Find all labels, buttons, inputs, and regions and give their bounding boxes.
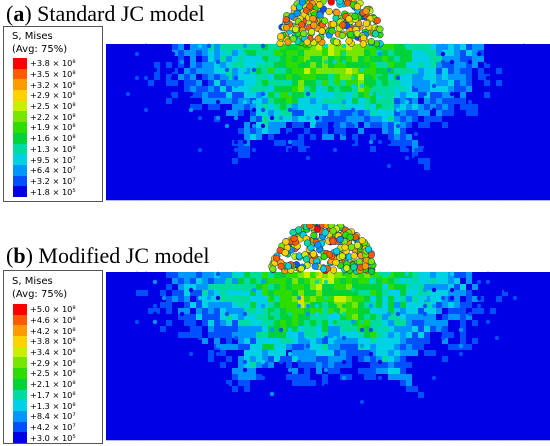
legend-label: +5.0 × 10⁸ xyxy=(30,304,76,315)
legend-entry: +3.5 × 10⁸ xyxy=(13,68,103,80)
legend-swatch xyxy=(13,111,27,123)
legend-entry: +2.2 × 10⁸ xyxy=(13,111,103,123)
panel-b-title: (b) Modified JC model xyxy=(6,243,210,268)
legend-label: +2.1 × 10⁸ xyxy=(30,379,76,390)
legend-label: +1.8 × 10⁵ xyxy=(30,186,76,197)
legend-b: S, Mises (Avg: 75%) +5.0 × 10⁸ +4.6 × 10… xyxy=(3,270,103,444)
legend-label: +8.4 × 10⁷ xyxy=(30,411,76,422)
legend-a-title: S, Mises (Avg: 75%) xyxy=(12,31,68,55)
legend-label: +3.5 × 10⁸ xyxy=(30,69,76,80)
panel-a-title: (a) Standard JC model xyxy=(6,1,205,26)
stress-contour-plot-b xyxy=(106,224,550,441)
panel-b: (b) Modified JC model S, Mises (Avg: 75%… xyxy=(0,224,550,446)
legend-entry: +5.0 × 10⁸ xyxy=(13,304,103,315)
legend-entry: +1.8 × 10⁵ xyxy=(13,186,103,197)
legend-entry: +1.6 × 10⁸ xyxy=(13,132,103,144)
legend-entry: +2.9 × 10⁸ xyxy=(13,90,103,101)
legend-label: +1.7 × 10⁸ xyxy=(30,389,76,400)
legend-entry: +2.5 × 10⁸ xyxy=(13,368,103,379)
legend-entry: +3.8 × 10⁸ xyxy=(13,58,103,69)
panel-b-caption: Modified JC model xyxy=(38,243,210,268)
legend-entry: +1.9 × 10⁸ xyxy=(13,122,103,133)
legend-entry: +2.5 × 10⁸ xyxy=(13,100,103,112)
legend-label: +9.5 × 10⁷ xyxy=(30,154,76,165)
legend-swatch xyxy=(13,357,27,369)
legend-entry: +6.4 × 10⁷ xyxy=(13,164,103,176)
legend-entry: +9.5 × 10⁷ xyxy=(13,154,103,165)
panel-b-letter: b xyxy=(13,243,26,268)
legend-label: +3.8 × 10⁸ xyxy=(30,58,76,69)
legend-swatch xyxy=(13,314,27,326)
legend-swatch xyxy=(13,154,27,165)
legend-swatch xyxy=(13,175,27,187)
legend-label: +4.6 × 10⁸ xyxy=(30,315,76,326)
legend-label: +3.4 × 10⁸ xyxy=(30,347,76,358)
legend-entry: +3.2 × 10⁸ xyxy=(13,79,103,91)
legend-swatch xyxy=(13,79,27,91)
legend-entry: +1.3 × 10⁸ xyxy=(13,400,103,411)
legend-swatch xyxy=(13,389,27,401)
legend-label: +2.5 × 10⁸ xyxy=(30,368,76,379)
stress-contour-plot-a xyxy=(106,0,550,201)
legend-label: +1.3 × 10⁸ xyxy=(30,143,76,154)
legend-entry: +1.3 × 10⁸ xyxy=(13,143,103,155)
legend-entry: +2.9 × 10⁸ xyxy=(13,357,103,369)
legend-label: +1.3 × 10⁸ xyxy=(30,400,76,411)
legend-entry: +2.1 × 10⁸ xyxy=(13,378,103,390)
panel-a-caption: Standard JC model xyxy=(37,1,205,26)
legend-label: +2.2 × 10⁸ xyxy=(30,111,76,122)
legend-label: +1.6 × 10⁸ xyxy=(30,133,76,144)
legend-swatch xyxy=(13,336,27,347)
legend-entry: +3.4 × 10⁸ xyxy=(13,346,103,358)
legend-swatch xyxy=(13,421,27,433)
legend-swatch xyxy=(13,58,27,69)
legend-swatch xyxy=(13,186,27,197)
legend-swatch xyxy=(13,325,27,337)
legend-entry: +4.2 × 10⁷ xyxy=(13,421,103,433)
legend-entry: +3.2 × 10⁷ xyxy=(13,175,103,187)
legend-a-scale: +3.8 × 10⁸ +3.5 × 10⁸ +3.2 × 10⁸ +2.9 × … xyxy=(13,58,103,197)
legend-swatch xyxy=(13,400,27,411)
legend-label: +3.8 × 10⁸ xyxy=(30,336,76,347)
legend-swatch xyxy=(13,368,27,379)
legend-swatch xyxy=(13,432,27,443)
panel-a: (a) Standard JC model S, Mises (Avg: 75%… xyxy=(0,0,550,210)
legend-swatch xyxy=(13,68,27,80)
legend-swatch xyxy=(13,143,27,155)
legend-b-scale: +5.0 × 10⁸ +4.6 × 10⁸ +4.2 × 10⁸ +3.8 × … xyxy=(13,304,103,443)
legend-entry: +8.4 × 10⁷ xyxy=(13,410,103,422)
legend-label: +2.5 × 10⁸ xyxy=(30,101,76,112)
legend-swatch xyxy=(13,132,27,144)
legend-label: +1.9 × 10⁸ xyxy=(30,122,76,133)
legend-swatch xyxy=(13,410,27,422)
legend-label: +6.4 × 10⁷ xyxy=(30,165,76,176)
legend-label: +3.2 × 10⁷ xyxy=(30,175,76,186)
legend-swatch xyxy=(13,304,27,315)
legend-b-title: S, Mises (Avg: 75%) xyxy=(12,276,68,300)
panel-a-letter: a xyxy=(13,1,25,26)
legend-entry: +3.8 × 10⁸ xyxy=(13,336,103,347)
legend-label: +4.2 × 10⁸ xyxy=(30,325,76,336)
legend-label: +2.9 × 10⁸ xyxy=(30,90,76,101)
legend-swatch xyxy=(13,122,27,133)
legend-swatch xyxy=(13,378,27,390)
legend-label: +4.2 × 10⁷ xyxy=(30,421,76,432)
legend-swatch xyxy=(13,100,27,112)
legend-swatch xyxy=(13,346,27,358)
legend-label: +2.9 × 10⁸ xyxy=(30,357,76,368)
legend-entry: +4.6 × 10⁸ xyxy=(13,314,103,326)
legend-a: S, Mises (Avg: 75%) +3.8 × 10⁸ +3.5 × 10… xyxy=(3,26,103,202)
legend-swatch xyxy=(13,164,27,176)
legend-entry: +4.2 × 10⁸ xyxy=(13,325,103,337)
legend-label: +3.2 × 10⁸ xyxy=(30,79,76,90)
legend-entry: +1.7 × 10⁸ xyxy=(13,389,103,401)
legend-label: +3.0 × 10⁵ xyxy=(30,432,76,443)
legend-swatch xyxy=(13,90,27,101)
legend-entry: +3.0 × 10⁵ xyxy=(13,432,103,443)
